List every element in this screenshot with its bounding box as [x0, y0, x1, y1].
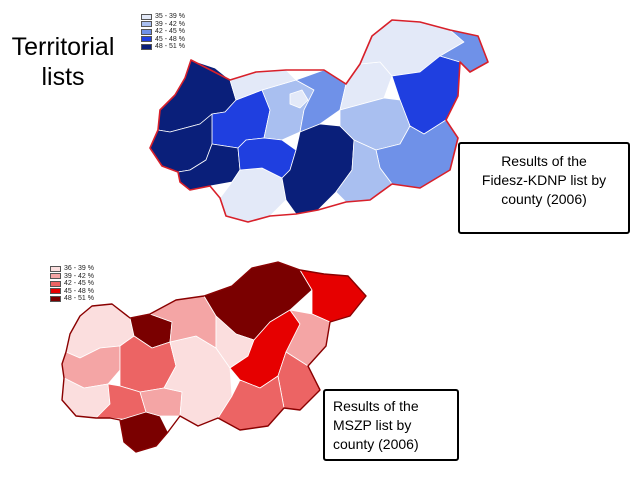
country-border: [61, 261, 367, 453]
caption-line: Results of the: [501, 153, 587, 169]
legend-item: 45 - 48 %: [50, 288, 94, 295]
legend-swatch: [141, 21, 152, 27]
legend-swatch: [50, 295, 61, 302]
legend-label: 48 - 51 %: [64, 295, 94, 302]
legend-swatch: [50, 280, 61, 287]
legend-item: 48 - 51 %: [141, 43, 185, 50]
legend-item: 39 - 42 %: [141, 21, 185, 28]
legend-swatch: [50, 273, 61, 279]
legend-label: 39 - 42 %: [155, 20, 185, 28]
legend-item: 48 - 51 %: [50, 295, 94, 302]
caption-line: county (2006): [333, 436, 419, 452]
legend-label: 42 - 45 %: [155, 28, 185, 35]
legend-item: 42 - 45 %: [141, 28, 185, 35]
legend-item: 42 - 45 %: [50, 280, 94, 287]
legend-swatch: [141, 28, 152, 35]
page-title: Territorial lists: [4, 32, 122, 92]
legend-swatch: [50, 265, 61, 272]
country-border: [149, 19, 489, 223]
mszp-legend: 36 - 39 % 39 - 42 % 42 - 45 % 45 - 48 % …: [50, 265, 94, 303]
legend-swatch: [141, 13, 152, 20]
fidesz-caption: Results of the Fidesz-KDNP list by count…: [458, 142, 630, 234]
legend-label: 45 - 48 %: [64, 287, 94, 295]
legend-swatch: [141, 43, 152, 50]
legend-label: 48 - 51 %: [155, 43, 185, 50]
legend-item: 45 - 48 %: [141, 36, 185, 43]
county-shape: [289, 89, 309, 109]
legend-swatch: [141, 36, 152, 42]
caption-line: Results of the: [333, 398, 419, 414]
county-shape: [281, 123, 355, 215]
title-line-1: Territorial: [11, 33, 115, 61]
legend-item: 36 - 39 %: [50, 265, 94, 272]
legend-label: 45 - 48 %: [155, 35, 185, 43]
caption-line: MSZP list by: [333, 417, 412, 433]
legend-label: 39 - 42 %: [64, 272, 94, 280]
legend-item: 39 - 42 %: [50, 273, 94, 280]
legend-item: 35 - 39 %: [141, 13, 185, 20]
legend-label: 35 - 39 %: [155, 13, 185, 20]
county-shape: [139, 387, 183, 417]
caption-line: county (2006): [501, 191, 587, 207]
fidesz-legend: 35 - 39 % 39 - 42 % 42 - 45 % 45 - 48 % …: [141, 13, 185, 51]
mszp-caption: Results of the MSZP list by county (2006…: [323, 389, 459, 461]
county-shape: [119, 411, 169, 453]
legend-label: 36 - 39 %: [64, 265, 94, 272]
title-line-2: lists: [41, 63, 85, 91]
fidesz-map: [149, 19, 489, 223]
caption-line: Fidesz-KDNP list by: [481, 172, 607, 188]
legend-label: 42 - 45 %: [64, 280, 94, 287]
mszp-map: [61, 261, 367, 453]
legend-swatch: [50, 288, 61, 294]
